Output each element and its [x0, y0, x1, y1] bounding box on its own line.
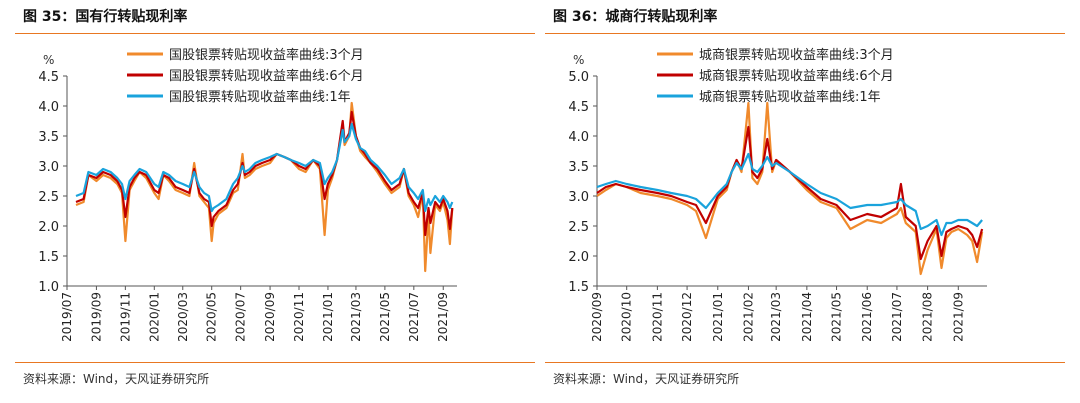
y-tick-label: 1.0 [38, 280, 59, 295]
x-tick-label: 2020/11 [650, 292, 664, 342]
source-rule [545, 362, 1065, 363]
y-tick-label: 3.0 [568, 190, 589, 205]
legend-label: 国股银票转贴现收益率曲线:3个月 [169, 47, 364, 63]
series-line-2 [596, 125, 984, 261]
x-tick-label: 2020/10 [620, 292, 634, 342]
source-note: 资料来源：Wind，天风证券研究所 [553, 372, 740, 386]
x-tick-label: 2021/02 [741, 292, 755, 342]
x-tick-label: 2020/11 [292, 292, 306, 342]
y-tick-label: 2.0 [38, 220, 59, 235]
x-tick-label: 2020/07 [234, 292, 248, 342]
y-tick-label: 4.5 [38, 70, 59, 85]
chart-panel-right: 图 36：城商行转贴现利率 % 1.5 2.0 2.5 3.0 3.5 4.0 4.5 5.0 2… [545, 0, 1070, 403]
x-tick-label: 2021/09 [951, 292, 965, 342]
legend-label: 城商银票转贴现收益率曲线:6个月 [699, 68, 894, 84]
legend-label: 城商银票转贴现收益率曲线:3个月 [699, 47, 894, 63]
y-tick-label: 4.5 [568, 100, 589, 115]
x-tick-label: 2020/01 [147, 292, 161, 342]
y-tick-label: 1.5 [38, 250, 59, 265]
x-tick-label: 2021/09 [436, 292, 450, 342]
figure-title: 图 36：城商行转贴现利率 [553, 9, 718, 25]
y-tick-label: 2.5 [38, 190, 59, 205]
chart-panel-left: 图 35：国有行转贴现利率 % 1.0 1.5 2.0 2.5 3.0 3.5 4.0 4.5 2… [15, 0, 540, 403]
x-tick-label: 2021/01 [321, 292, 335, 342]
y-tick-label: 4.0 [568, 130, 589, 145]
figure-title: 图 35：国有行转贴现利率 [23, 9, 188, 25]
line-chart-state-banks: % 1.0 1.5 2.0 2.5 3.0 3.5 4.0 4.5 2019/07 2019/09 2… [38, 47, 457, 342]
x-tick-label: 2021/03 [769, 292, 783, 342]
y-tick-label: 1.5 [568, 280, 589, 295]
x-tick-label: 2021/05 [378, 292, 392, 342]
x-tick-label: 2021/07 [407, 292, 421, 342]
y-unit-label: % [43, 53, 54, 67]
title-rule [15, 33, 535, 34]
y-tick-label: 3.5 [38, 130, 59, 145]
x-tick-label: 2021/07 [890, 292, 904, 342]
y-tick-label: 4.0 [38, 100, 59, 115]
x-tick-label: 2019/07 [60, 292, 74, 342]
x-tick-label: 2021/06 [860, 292, 874, 342]
legend-label: 国股银票转贴现收益率曲线:6个月 [169, 68, 364, 84]
x-tick-label: 2021/04 [800, 292, 814, 342]
x-tick-label: 2019/09 [89, 292, 103, 342]
x-tick-label: 2020/12 [680, 292, 694, 342]
y-tick-label: 3.5 [568, 160, 589, 175]
x-tick-label: 2021/01 [711, 292, 725, 342]
x-tick-label: 2020/09 [590, 292, 604, 342]
y-tick-label: 3.0 [38, 160, 59, 175]
source-rule [15, 362, 535, 363]
x-tick-label: 2019/11 [118, 292, 132, 342]
x-tick-label: 2021/05 [830, 292, 844, 342]
y-tick-label: 2.5 [568, 220, 589, 235]
y-unit-label: % [573, 53, 584, 67]
title-rule [545, 33, 1065, 34]
line-chart-city-banks: % 1.5 2.0 2.5 3.0 3.5 4.0 4.5 5.0 2020/09 2020/10 2… [568, 47, 987, 342]
x-tick-label: 2020/09 [263, 292, 277, 342]
series-line-3 [596, 152, 983, 237]
series-line-2 [75, 110, 454, 237]
source-note: 资料来源：Wind，天风证券研究所 [23, 372, 210, 386]
x-tick-label: 2020/03 [176, 292, 190, 342]
x-tick-label: 2020/05 [205, 292, 219, 342]
series-line-3 [75, 122, 454, 213]
legend-label: 国股银票转贴现收益率曲线:1年 [169, 89, 351, 105]
y-tick-label: 5.0 [568, 70, 589, 85]
x-tick-label: 2021/08 [921, 292, 935, 342]
y-tick-label: 2.0 [568, 250, 589, 265]
x-tick-label: 2021/03 [349, 292, 363, 342]
legend-label: 城商银票转贴现收益率曲线:1年 [699, 89, 881, 105]
